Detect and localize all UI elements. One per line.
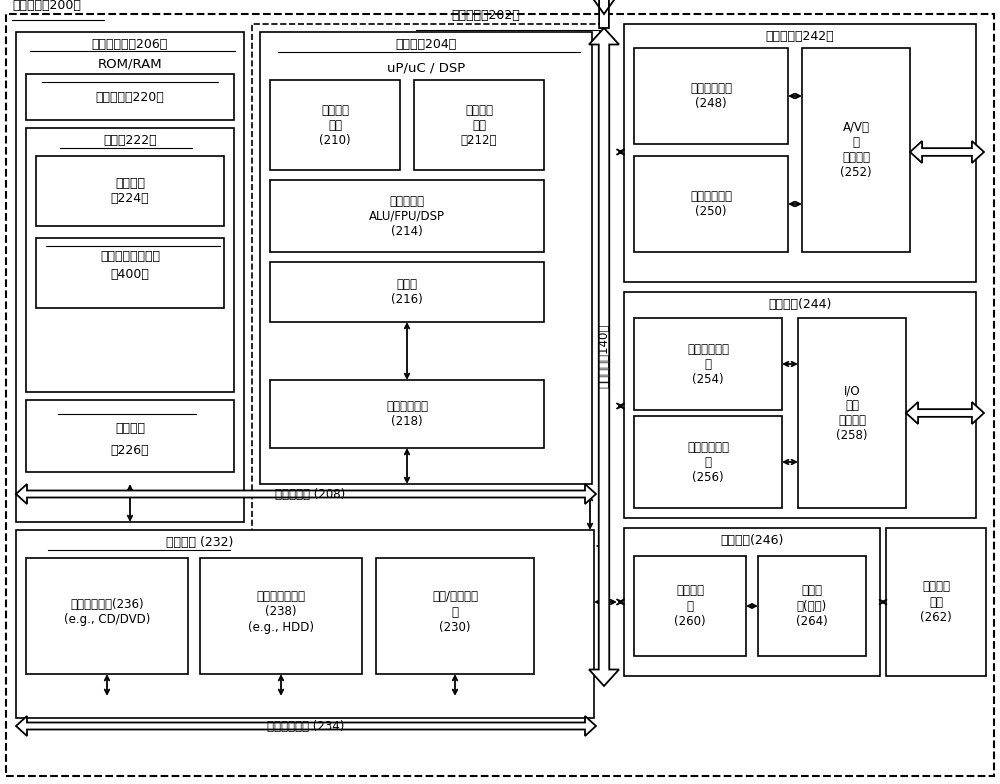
Text: 处理器（204）: 处理器（204） [395,38,457,50]
Bar [624,24,976,282]
Text: 系统存储器（206）: 系统存储器（206） [92,38,168,50]
Bar [26,400,234,472]
Text: 并行接口控制
器
(256): 并行接口控制 器 (256) [687,441,729,484]
Text: A/V端
口
（多个）
(252): A/V端 口 （多个） (252) [840,121,872,179]
Text: 存储器控制器
(218): 存储器控制器 (218) [386,400,428,428]
Text: 二级高速
缓存
（212）: 二级高速 缓存 （212） [461,103,497,147]
Bar [36,156,224,226]
Text: 不可移除储存器
(238)
(e.g., HDD): 不可移除储存器 (238) (e.g., HDD) [248,590,314,633]
Polygon shape [16,716,596,736]
Polygon shape [589,28,619,686]
Bar [802,48,910,252]
Text: uP/uC / DSP: uP/uC / DSP [387,61,465,74]
Bar [16,530,594,718]
Polygon shape [906,402,984,424]
Text: 接口总线（140）: 接口总线（140） [598,324,610,388]
Text: （400）: （400） [111,267,149,281]
Text: 外设接口(244): 外设接口(244) [768,297,832,310]
Text: 处理器核心
ALU/FPU/DSP
(214): 处理器核心 ALU/FPU/DSP (214) [369,194,445,238]
Bar [260,32,592,484]
Bar [36,238,224,308]
Text: 存储器总线 (208): 存储器总线 (208) [275,488,345,500]
Bar [414,80,544,170]
Text: ROM/RAM: ROM/RAM [98,57,162,71]
Bar [252,24,600,546]
Bar [26,74,234,120]
Text: I/O
端口
（多个）
(258): I/O 端口 （多个） (258) [836,384,868,442]
Bar [634,318,782,410]
Text: 图像处理单元
(248): 图像处理单元 (248) [690,82,732,110]
Bar [270,180,544,252]
Bar [200,558,362,674]
Text: 储存设备 (232): 储存设备 (232) [166,535,234,549]
Bar [758,556,866,656]
Text: 通信端
口(多个)
(264): 通信端 口(多个) (264) [796,585,828,627]
Bar [376,558,534,674]
Polygon shape [16,484,596,504]
Bar [634,416,782,508]
Bar [270,262,544,322]
Text: 网站后门检测装置: 网站后门检测装置 [100,249,160,263]
Text: 其他计算
设备
(262): 其他计算 设备 (262) [920,580,952,623]
Bar [798,318,906,508]
Text: 串行接口控制
器
(254): 串行接口控制 器 (254) [687,343,729,386]
Bar [270,80,400,170]
Bar [634,156,788,252]
Text: 操作系统（220）: 操作系统（220） [96,90,164,103]
Bar [886,528,986,676]
Bar [634,556,746,656]
Text: 输出设备（242）: 输出设备（242） [766,30,834,42]
Bar [624,528,880,676]
Text: 音频处理单元
(250): 音频处理单元 (250) [690,190,732,218]
Bar [634,48,788,144]
Bar [16,32,244,522]
Bar [270,380,544,448]
Text: 计算设备（200）: 计算设备（200） [12,0,81,12]
Text: 程序数据: 程序数据 [115,422,145,434]
Polygon shape [590,0,618,28]
Bar [26,128,234,392]
Polygon shape [910,141,984,163]
Text: 总线/接口控制
器
(230): 总线/接口控制 器 (230) [432,590,478,633]
Bar [624,292,976,518]
Text: 可移除储存器(236)
(e.g., CD/DVD): 可移除储存器(236) (e.g., CD/DVD) [64,598,150,626]
Text: 储存接口总线 (234): 储存接口总线 (234) [267,720,345,732]
Text: 应用（222）: 应用（222） [103,133,157,147]
Text: 一级高速
缓存
(210): 一级高速 缓存 (210) [319,103,351,147]
Text: 网络控制
器
(260): 网络控制 器 (260) [674,585,706,627]
Text: （226）: （226） [111,444,149,456]
Text: 基本配置（202）: 基本配置（202） [451,9,520,22]
Bar [26,558,188,674]
Text: 寄存器
(216): 寄存器 (216) [391,278,423,306]
Text: 通信设备(246): 通信设备(246) [720,533,784,546]
Text: 其他应用
（224）: 其他应用 （224） [111,177,149,205]
